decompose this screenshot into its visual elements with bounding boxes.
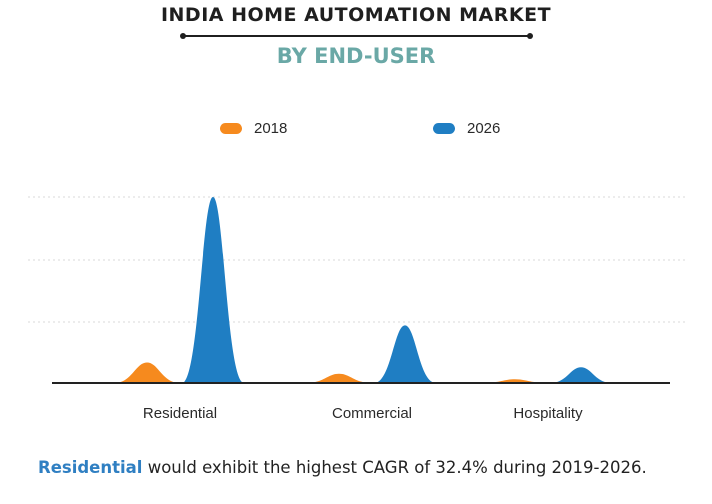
peak-2026-commercial (374, 325, 436, 383)
footnote-text: would exhibit the highest CAGR of 32.4% … (142, 458, 647, 477)
chart-series (114, 197, 612, 383)
peak-2026-residential (182, 197, 244, 383)
legend-swatch-2026 (433, 123, 455, 134)
x-label-commercial: Commercial (332, 405, 412, 422)
legend-item-2026: 2026 (433, 120, 500, 137)
peak-2018-commercial (306, 373, 372, 383)
underline-dot-left (180, 33, 186, 39)
x-label-residential: Residential (143, 405, 217, 422)
legend-item-2018: 2018 (220, 120, 287, 137)
underline-dot-right (527, 33, 533, 39)
title-underline (180, 33, 533, 39)
chart-title: INDIA HOME AUTOMATION MARKET (160, 4, 552, 26)
chart-subtitle: BY END-USER (276, 44, 436, 68)
legend-swatch-2018 (220, 123, 242, 134)
chart-gridlines (28, 196, 686, 323)
x-label-hospitality: Hospitality (513, 405, 583, 422)
peak-2026-hospitality (550, 367, 612, 383)
footnote-highlight: Residential (38, 458, 143, 477)
footnote: Residential would exhibit the highest CA… (38, 458, 647, 477)
legend-label-2026: 2026 (467, 120, 501, 137)
x-axis-labels: Residential Commercial Hospitality (143, 405, 583, 422)
legend-label-2018: 2018 (254, 120, 288, 137)
peak-2018-residential (114, 362, 180, 383)
